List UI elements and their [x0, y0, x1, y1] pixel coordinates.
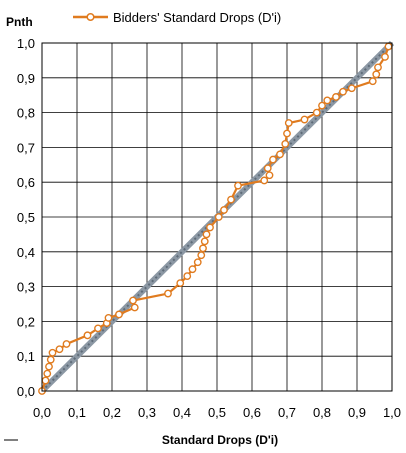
data-point: [129, 296, 137, 305]
data-point: [193, 258, 202, 267]
x-tick-label: 1,0: [383, 405, 401, 420]
x-tick-label: 0,6: [243, 405, 261, 420]
y-tick-label: 0,5: [17, 210, 35, 225]
x-tick-label: 0,5: [208, 405, 226, 420]
data-point: [384, 42, 393, 51]
data-point: [41, 376, 50, 385]
data-point: [283, 129, 291, 138]
data-point: [227, 195, 235, 204]
x-tick-label: 0,8: [313, 405, 331, 420]
data-point: [269, 155, 277, 164]
data-point: [62, 340, 71, 348]
data-point: [265, 171, 274, 180]
data-point: [48, 348, 57, 357]
y-axis-title: Pnth: [6, 15, 33, 29]
data-point: [347, 84, 356, 93]
plot-frame: [41, 42, 393, 392]
x-tick-label: 0,2: [103, 405, 121, 420]
data-point: [104, 314, 113, 322]
data-point: [381, 53, 389, 61]
data-point: [176, 279, 185, 288]
data-point: [263, 164, 272, 173]
x-tick-label: 0,1: [68, 405, 86, 420]
data-point: [339, 87, 347, 96]
data-point: [284, 119, 293, 127]
x-tick-label: 0,7: [278, 405, 296, 420]
data-point: [276, 150, 284, 159]
x-tick-label: 0,0: [33, 405, 51, 420]
data-point: [43, 369, 52, 378]
data-point: [94, 324, 102, 333]
data-point: [372, 70, 381, 79]
data-point: [200, 237, 209, 246]
legend: Bidders' Standard Drops (D'i): [73, 10, 281, 25]
legend-marker: [86, 12, 95, 22]
data-point: [164, 289, 172, 298]
x-tick-label: 0,3: [138, 405, 156, 420]
y-tick-label: 0,0: [17, 384, 35, 399]
data-point: [368, 77, 377, 86]
y-tick-label: 0,4: [17, 245, 35, 260]
data-point: [45, 362, 53, 371]
data-series: [38, 42, 393, 395]
y-tick-label: 0,6: [17, 175, 35, 190]
data-point: [323, 96, 332, 105]
data-point: [83, 331, 92, 340]
data-point: [260, 176, 269, 185]
y-tick-label: 0,3: [17, 280, 35, 295]
y-tick-label: 0,2: [17, 314, 35, 329]
data-point: [199, 244, 207, 253]
data-point: [300, 115, 309, 124]
data-point: [197, 251, 206, 260]
data-point: [281, 140, 290, 148]
data-point: [220, 206, 228, 214]
data-point: [206, 223, 214, 232]
data-point: [202, 230, 211, 239]
data-point: [214, 213, 223, 221]
y-tick-label: 0,7: [17, 140, 35, 155]
data-point: [332, 93, 340, 101]
legend-label: Bidders' Standard Drops (D'i): [113, 10, 281, 25]
data-point: [188, 265, 197, 274]
y-tick-label: 0,1: [17, 349, 35, 364]
x-tick-label: 0,4: [173, 405, 191, 420]
data-point: [318, 101, 326, 110]
data-point: [115, 310, 123, 319]
data-point: [374, 63, 382, 72]
data-point: [234, 181, 242, 190]
data-point: [183, 272, 192, 281]
y-tick-label: 1,0: [17, 36, 35, 51]
y-tick-label: 0,9: [17, 71, 35, 86]
x-axis-title: Standard Drops (D'i): [162, 433, 278, 447]
y-tick-label: 0,8: [17, 106, 35, 121]
x-tick-label: 0,9: [348, 405, 366, 420]
data-point: [55, 345, 64, 354]
data-point: [130, 303, 139, 312]
tick-labels: 0,0 0,1 0,2 0,3 0,4 0,5 0,6 0,7 0,8 0,9 1,0 0,0 0,1 0…: [17, 36, 401, 420]
data-point: [46, 355, 55, 364]
data-point: [312, 108, 321, 117]
